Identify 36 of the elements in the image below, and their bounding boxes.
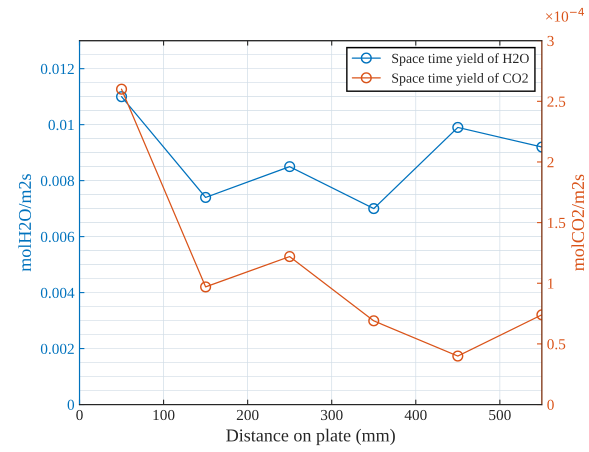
x-axis-title: Distance on plate (mm) — [226, 428, 395, 446]
x-tick-label: 500 — [489, 410, 511, 420]
y2-tick-label: 1 — [548, 278, 554, 289]
y-tick-label: 0.012 — [40, 64, 74, 74]
point — [284, 251, 296, 262]
y2-tick-label: 2 — [547, 157, 554, 168]
y-tick-label: 0 — [68, 400, 74, 410]
legend-label: Space time yield of CO2 — [392, 72, 528, 86]
point — [200, 281, 212, 292]
y-tick-label: 0.008 — [40, 176, 74, 186]
y2-tick-label: 0 — [547, 400, 554, 410]
x-tick-label: 400 — [404, 410, 427, 420]
y-tick-label: 0.004 — [40, 288, 74, 298]
y2-axis-title: molCO2/m2s — [571, 174, 584, 271]
x-tick-label: 100 — [153, 410, 174, 420]
y-tick-label: 0.006 — [40, 232, 74, 242]
text: ×10$^{−4}$ — [546, 8, 584, 22]
point — [368, 203, 380, 214]
y-tick-label: 0.002 — [40, 344, 74, 354]
legend-label: Space time yield of H2O — [392, 53, 529, 66]
point — [284, 161, 296, 172]
y-axis-title: molH2O/m2s — [18, 174, 32, 272]
point — [116, 84, 128, 95]
y-tick-label: 0.01 — [48, 120, 74, 130]
point — [452, 122, 464, 134]
x-tick-label: 300 — [320, 410, 343, 420]
y2-tick-label: 1.5 — [548, 218, 566, 228]
point — [452, 350, 464, 362]
y2-tick-label: 3 — [547, 36, 554, 46]
y2-tick-label: 2.5 — [547, 96, 566, 107]
point — [200, 192, 212, 203]
point — [116, 91, 128, 102]
x-tick-label: 0 — [76, 410, 83, 420]
x-tick-label: 200 — [236, 410, 259, 420]
point — [368, 315, 380, 326]
y2-tick-label: 0.5 — [547, 339, 566, 350]
